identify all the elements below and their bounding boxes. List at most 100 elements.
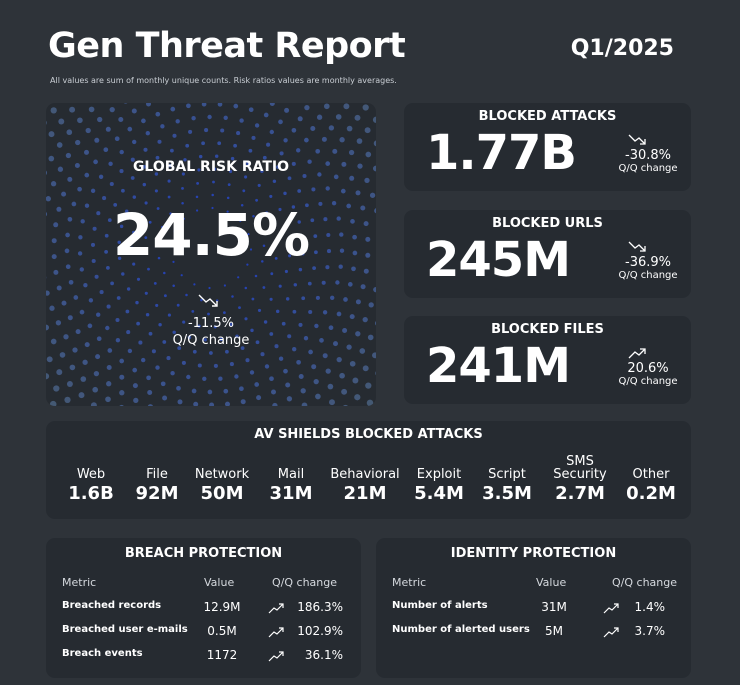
pattern-dot <box>278 284 282 288</box>
pattern-dot <box>365 151 372 158</box>
pattern-dot <box>272 402 278 406</box>
global-risk-label: GLOBAL RISK RATIO <box>132 159 290 175</box>
pattern-dot <box>104 233 109 238</box>
pattern-dot <box>180 274 183 277</box>
pattern-dot <box>119 224 124 229</box>
pattern-dot <box>145 131 150 136</box>
pattern-dot <box>310 126 316 131</box>
pattern-dot <box>349 175 355 181</box>
pattern-dot <box>207 114 212 120</box>
pattern-dot <box>157 139 162 144</box>
pattern-dot <box>298 322 303 327</box>
shield-item-network: Network 50M <box>189 451 255 504</box>
pattern-dot <box>106 365 112 370</box>
pattern-dot <box>176 303 180 307</box>
shield-value: 92M <box>135 483 179 504</box>
pattern-dot <box>186 374 191 380</box>
pattern-dot <box>262 286 266 289</box>
pattern-dot <box>92 226 97 231</box>
pattern-dot <box>364 177 370 184</box>
pattern-dot <box>352 377 359 384</box>
global-risk-change-label: Q/Q change <box>172 333 250 348</box>
table-row: Number of alerted users 5M 3.7% <box>376 620 691 644</box>
change-cell: 186.3% <box>297 600 343 614</box>
pattern-dot <box>136 277 141 281</box>
pattern-dot <box>196 181 200 185</box>
pattern-dot <box>366 399 374 406</box>
pattern-dot <box>254 382 260 387</box>
pattern-dot <box>160 124 165 129</box>
pattern-dot <box>56 142 63 148</box>
pattern-dot <box>85 127 91 134</box>
pattern-dot <box>367 334 374 341</box>
pattern-dot <box>372 165 376 172</box>
pattern-dot <box>349 360 356 367</box>
shield-label: Exploit <box>416 467 462 482</box>
pattern-dot <box>261 260 264 263</box>
pattern-dot <box>114 136 120 142</box>
pattern-dot <box>355 299 361 305</box>
pattern-dot <box>147 267 150 271</box>
pattern-dot <box>141 357 146 363</box>
pattern-dot <box>208 286 211 290</box>
pattern-dot <box>135 300 139 305</box>
pattern-dot <box>223 115 228 120</box>
pattern-dot <box>313 378 319 385</box>
pattern-dot <box>116 296 121 300</box>
pattern-dot <box>256 395 262 401</box>
pattern-dot <box>105 126 111 132</box>
pattern-dot <box>223 388 229 394</box>
pattern-dot <box>136 321 140 326</box>
pattern-dot <box>80 219 85 224</box>
stat-label: BLOCKED FILES <box>491 322 604 337</box>
pattern-dot <box>373 286 376 293</box>
pattern-dot <box>244 317 248 321</box>
stat-change-value: 20.6% <box>627 361 669 376</box>
pattern-dot <box>197 168 201 172</box>
pattern-dot <box>133 397 139 404</box>
pattern-dot <box>321 136 327 142</box>
pattern-dot <box>266 142 271 147</box>
pattern-dot <box>130 157 135 162</box>
pattern-dot <box>265 211 269 215</box>
pattern-dot <box>355 331 361 337</box>
pattern-dot <box>50 338 57 345</box>
pattern-dot <box>229 322 233 326</box>
pattern-dot <box>333 174 339 180</box>
pattern-dot <box>49 400 57 406</box>
pattern-dot <box>219 337 224 342</box>
pattern-dot <box>102 196 107 201</box>
pattern-dot <box>338 264 343 269</box>
pattern-dot <box>325 186 330 191</box>
pattern-dot <box>262 244 266 247</box>
pattern-dot <box>301 251 305 256</box>
pattern-dot <box>57 166 64 172</box>
global-risk-change-value: -11.5% <box>188 316 234 331</box>
pattern-dot <box>182 320 186 324</box>
pattern-dot <box>297 116 303 122</box>
identity-protection-title: IDENTITY PROTECTION <box>450 546 617 561</box>
pattern-dot <box>77 186 82 192</box>
pattern-dot <box>333 341 338 347</box>
pattern-dot <box>278 207 282 212</box>
pattern-dot <box>78 392 85 399</box>
pattern-dot <box>263 112 269 118</box>
pattern-dot <box>326 232 331 238</box>
pattern-dot <box>46 290 50 296</box>
pattern-dot <box>251 297 255 301</box>
pattern-dot <box>352 250 358 256</box>
pattern-dot <box>374 208 376 214</box>
pattern-dot <box>284 222 288 226</box>
pattern-dot <box>343 404 348 406</box>
report-period: Q1/2025 <box>570 36 674 61</box>
pattern-dot <box>50 107 57 114</box>
trend-down-icon <box>628 134 646 145</box>
change-header: Q/Q change <box>272 576 338 589</box>
trend-up-icon <box>268 627 284 638</box>
shield-item-other: Other 0.2M <box>620 451 682 504</box>
pattern-dot <box>275 241 279 244</box>
pattern-dot <box>130 246 134 250</box>
pattern-dot <box>300 235 305 240</box>
trend-down-icon <box>628 241 646 252</box>
pattern-dot <box>362 316 368 323</box>
